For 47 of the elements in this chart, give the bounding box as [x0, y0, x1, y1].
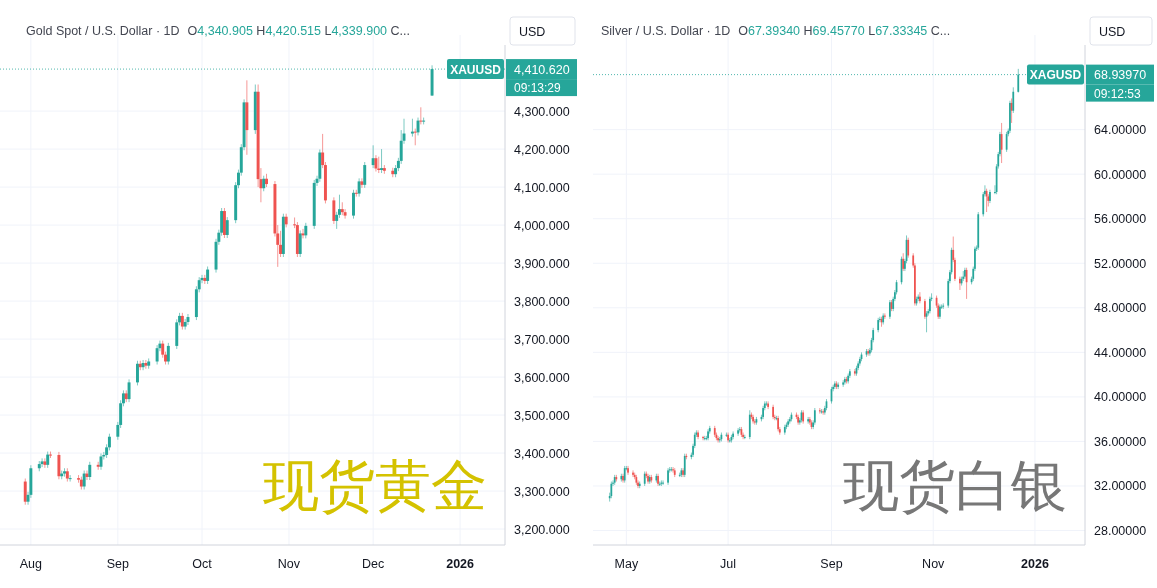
x-tick-label: Nov [277, 557, 301, 571]
x-tick-label: Jul [720, 557, 737, 571]
x-tick-label: 2026 [446, 557, 475, 571]
y-tick-label: 56.00000 [1094, 212, 1147, 227]
y-tick-label: 3,200.000 [514, 522, 570, 537]
x-tick-label: Oct [192, 557, 213, 571]
y-tick-label: 48.00000 [1094, 301, 1147, 316]
x-tick-label: Dec [362, 557, 385, 571]
y-tick-label: 3,500.000 [514, 408, 570, 423]
chart-subtitle: O67.39340 H69.45770 L67.33345 C... [738, 24, 951, 38]
y-tick-label: 36.00000 [1094, 434, 1147, 449]
y-tick-label: 4,300.000 [514, 104, 570, 119]
y-tick-label: 3,700.000 [514, 332, 570, 347]
x-tick-label: 2026 [1021, 557, 1049, 571]
y-tick-label: 64.00000 [1094, 123, 1147, 138]
y-tick-label: 28.00000 [1094, 524, 1147, 539]
y-tick-label: 3,900.000 [514, 256, 570, 271]
y-tick-label: 3,300.000 [514, 484, 570, 499]
x-tick-label: May [614, 557, 639, 571]
y-tick-label: 40.00000 [1094, 390, 1147, 405]
text: 09:13:29 [514, 81, 562, 96]
x-tick-label: Nov [922, 557, 946, 571]
y-tick-label: 44.00000 [1094, 345, 1147, 360]
y-tick-label: 3,400.000 [514, 446, 570, 461]
annotation: 现货黄金 [263, 454, 487, 517]
y-tick-label: 4,000.000 [514, 218, 570, 233]
y-tick-label: 3,800.000 [514, 294, 570, 309]
ref-line-label: 68.93970 [1094, 68, 1147, 83]
y-tick-label: 52.00000 [1094, 256, 1147, 271]
x-tick-label: Sep [820, 557, 843, 571]
x-tick-label: Aug [19, 557, 43, 571]
chart-subtitle: O4,340.905 H4,420.515 L4,339.900 C... [187, 24, 410, 38]
y-axis-title: USD [519, 25, 546, 39]
x-tick-label: Sep [106, 557, 129, 571]
y-tick-label: 4,100.000 [514, 180, 570, 195]
y-tick-label: 4,200.000 [514, 142, 570, 157]
y-axis-title: USD [1099, 25, 1126, 39]
chart-title: Gold Spot / U.S. Dollar · 1D [26, 24, 180, 38]
annotation: XAUUSD [450, 62, 502, 77]
y-tick-label: 60.00000 [1094, 167, 1147, 182]
y-tick-label: 32.00000 [1094, 479, 1147, 494]
annotation: 现货白银 [843, 454, 1067, 517]
ref-line-label: 4,410.620 [514, 62, 570, 77]
annotation: XAGUSD [1029, 68, 1082, 83]
text: 09:12:53 [1094, 86, 1142, 101]
y-tick-label: 3,600.000 [514, 370, 570, 385]
chart-title: Silver / U.S. Dollar · 1D [601, 24, 731, 38]
